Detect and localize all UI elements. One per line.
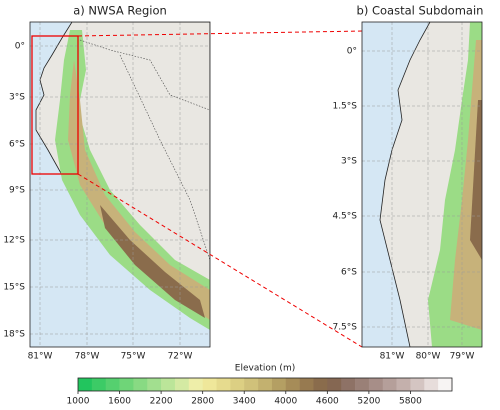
colorbar-segment [161, 378, 176, 391]
colorbar-frame [77, 377, 453, 392]
y-tick-label: 6°S [341, 268, 357, 278]
colorbar-segment [174, 378, 190, 391]
map-b [362, 22, 482, 347]
colorbar-segment [147, 378, 162, 391]
colorbar-segment [341, 378, 356, 391]
y-tick-label: 1.5°S [332, 102, 357, 112]
y-tick-label: 12°S [3, 236, 25, 246]
colorbar-segment [410, 378, 425, 391]
y-tick-label: 15°S [3, 283, 25, 293]
x-tick-label: 75°W [121, 352, 146, 362]
y-tick-label: 0° [347, 47, 357, 57]
colorbar-label: Elevation (m) [235, 364, 295, 374]
colorbar-tick-label: 5200 [357, 397, 380, 407]
y-tick-label: 3°S [341, 157, 357, 167]
colorbar-segment [78, 378, 93, 391]
colorbar-segment [105, 378, 120, 391]
colorbar-tick-label: 1000 [67, 397, 90, 407]
y-tick-label: 6°S [9, 140, 25, 150]
y-tick-label: 0° [15, 42, 25, 52]
colorbar-segment [133, 378, 148, 391]
colorbar-segment [91, 378, 107, 391]
x-tick-label: 72°W [168, 352, 193, 362]
zoom-line [77, 30, 363, 37]
colorbar-tick-label: 3400 [233, 397, 256, 407]
colorbar-segment [188, 378, 203, 391]
colorbar-tick-label: 4600 [316, 397, 339, 407]
panel-title: a) NWSA Region [73, 4, 167, 18]
colorbar-segment [355, 378, 370, 391]
colorbar-segment [244, 378, 259, 391]
y-tick-label: 3°S [9, 93, 25, 103]
colorbar-segment [368, 378, 384, 391]
x-tick-label: 81°W [380, 352, 405, 362]
colorbar-segment [119, 378, 134, 391]
colorbar-segment [216, 378, 231, 391]
y-tick-label: 18°S [3, 330, 25, 340]
colorbar-segment [396, 378, 411, 391]
panel-title: b) Coastal Subdomain [357, 4, 484, 18]
colorbar-tick-label: 4000 [274, 397, 297, 407]
y-tick-label: 4.5°S [332, 212, 357, 222]
colorbar-tick-label: 2800 [191, 397, 214, 407]
y-tick-label: 9°S [9, 186, 25, 196]
colorbar-segment [230, 378, 245, 391]
colorbar-segment [327, 378, 342, 391]
colorbar-segment [202, 378, 217, 391]
colorbar-segment [271, 378, 287, 391]
colorbar-tick-label: 2200 [150, 397, 173, 407]
x-tick-label: 80°W [416, 352, 441, 362]
colorbar-segment [382, 378, 397, 391]
colorbar-segment [285, 378, 300, 391]
subdomain-box [31, 35, 79, 175]
colorbar-segment [424, 378, 439, 391]
colorbar-tick-label: 1600 [108, 397, 131, 407]
y-tick-label: 7.5°S [332, 323, 357, 333]
x-tick-label: 81°W [28, 352, 53, 362]
colorbar-segment [313, 378, 328, 391]
colorbar-segment [258, 378, 273, 391]
colorbar-segment [299, 378, 314, 391]
x-tick-label: 79°W [450, 352, 475, 362]
colorbar-tick-label: 5800 [399, 397, 422, 407]
x-tick-label: 78°W [75, 352, 100, 362]
colorbar-segment [438, 378, 453, 391]
map-a [30, 22, 210, 347]
